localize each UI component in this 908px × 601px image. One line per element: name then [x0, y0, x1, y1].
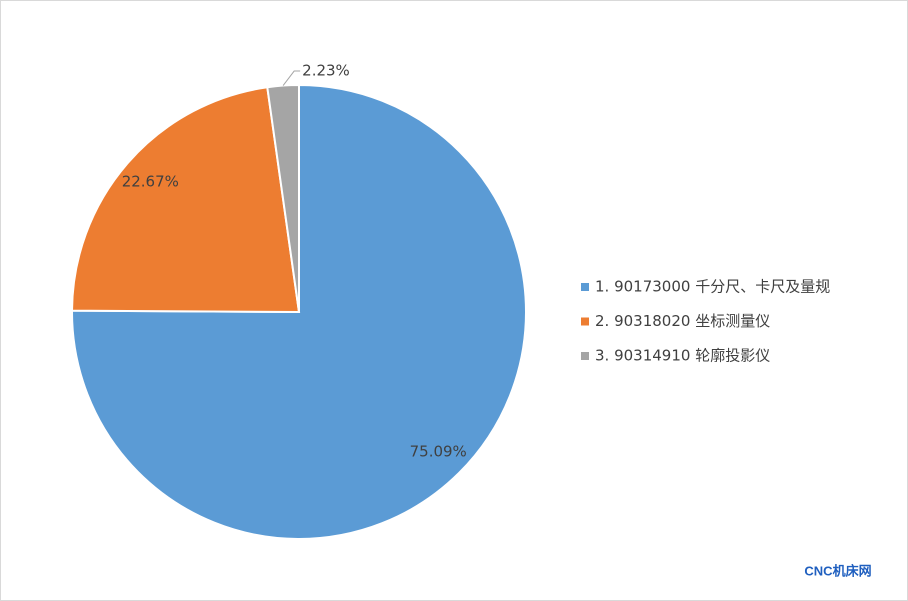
- legend-swatch: [581, 352, 589, 360]
- pie-slice: [71, 83, 527, 540]
- legend-label: 2. 90318020 坐标测量仪: [595, 312, 770, 330]
- legend-label: 1. 90173000 千分尺、卡尺及量规: [595, 278, 830, 296]
- watermark: CNC机床网: [804, 563, 871, 578]
- data-label: 2.23%: [302, 62, 350, 80]
- legend-swatch: [581, 317, 589, 326]
- leader-line: [282, 70, 301, 86]
- legend-swatch: [581, 283, 589, 291]
- legend-label: 3. 90314910 轮廓投影仪: [595, 347, 770, 365]
- pie-slice: [70, 86, 301, 314]
- data-label: 22.67%: [122, 173, 179, 191]
- data-label: 75.09%: [410, 443, 467, 461]
